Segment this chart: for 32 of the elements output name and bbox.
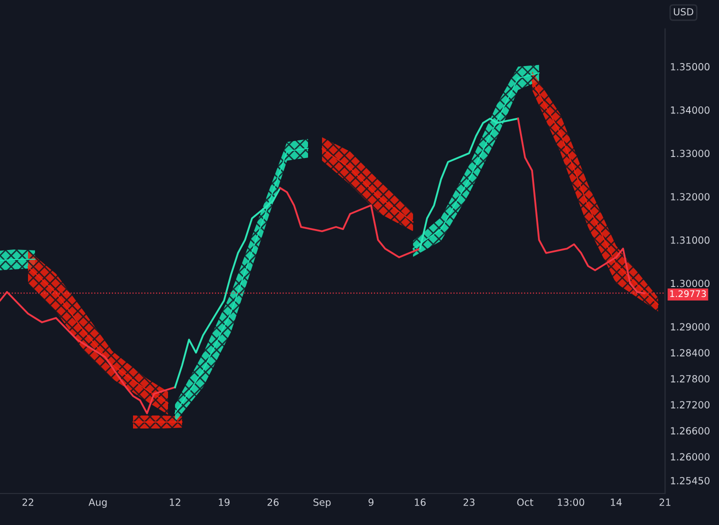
- line-series: [419, 118, 519, 250]
- line-series: [174, 187, 281, 388]
- y-tick-label: 1.27200: [671, 401, 710, 408]
- x-tick-label: 16: [414, 498, 426, 506]
- x-tick-label: 9: [368, 498, 374, 506]
- x-tick-label: Aug: [88, 498, 107, 508]
- y-tick-label: 1.33000: [671, 150, 710, 158]
- x-tick-label: Sep: [314, 498, 331, 508]
- x-tick-label: Oct: [517, 498, 534, 506]
- y-tick-label: 1.26000: [671, 453, 710, 460]
- y-tick-label: 1.32000: [671, 193, 710, 200]
- y-tick-label: 1.27800: [671, 375, 710, 382]
- y-tick-label: 1.26600: [671, 427, 710, 434]
- x-tick-label: 23: [464, 498, 474, 506]
- x-tick-label: 12: [170, 498, 180, 506]
- y-tick-label: 1.35000: [671, 63, 710, 70]
- y-tick-label: 1.29000: [671, 323, 710, 330]
- line-series: [322, 148, 414, 222]
- x-tick-label: 26: [268, 498, 279, 506]
- x-tick-label: 21: [660, 498, 670, 506]
- y-tick-label: 1.30000: [671, 280, 710, 288]
- x-tick-label: 13:00: [558, 498, 584, 506]
- x-tick-label: 14: [610, 498, 622, 506]
- y-tick-label: 1.31000: [671, 236, 710, 244]
- line-series: [279, 187, 421, 258]
- ref-line-label: 1.29773: [670, 290, 706, 298]
- y-tick-label: 1.25450: [671, 476, 710, 484]
- y-tick-label: 1.28400: [671, 349, 710, 356]
- x-tick-label: 19: [218, 498, 230, 506]
- y-tick-label: 1.34000: [671, 106, 710, 114]
- x-tick-label: 22: [22, 498, 34, 506]
- y-axis-title: USD: [674, 8, 694, 16]
